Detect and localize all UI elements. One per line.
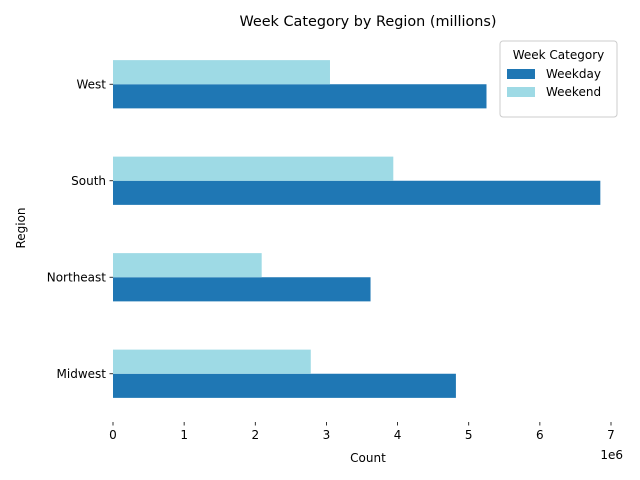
bar-weekend-south [113, 156, 394, 181]
legend-items: Weekday Weekend [507, 67, 601, 99]
x-axis-offset-label: 1e6 [600, 448, 623, 462]
legend-swatch-weekend [507, 87, 535, 97]
legend-title: Week Category [513, 48, 605, 62]
bar-weekend-midwest [113, 349, 311, 374]
y-tick-label-south: South [71, 174, 106, 188]
y-tick-label-west: West [76, 78, 106, 92]
y-tick-label-midwest: Midwest [57, 367, 107, 381]
x-tick-label-1: 1 [180, 428, 188, 442]
y-axis-label: Region [14, 207, 28, 248]
x-tick-label-2: 2 [251, 428, 259, 442]
x-tick-label-6: 6 [536, 428, 544, 442]
legend: Week Category Weekday Weekend [499, 40, 618, 118]
x-axis-ticks: 0 1 2 3 4 5 6 7 [109, 422, 615, 442]
bar-weekday-west [113, 84, 487, 109]
bar-weekday-south [113, 180, 601, 205]
legend-frame [499, 40, 618, 118]
bar-weekend-west [113, 60, 330, 85]
x-tick-label-5: 5 [465, 428, 473, 442]
bar-weekend-northeast [113, 253, 262, 278]
legend-swatch-weekday [507, 69, 535, 79]
bars-layer [113, 60, 601, 398]
legend-label-weekday: Weekday [546, 67, 601, 81]
y-tick-label-northeast: Northeast [47, 271, 107, 285]
y-axis-ticks: Midwest Northeast South West [47, 78, 113, 381]
chart-title: Week Category by Region (millions) [239, 14, 496, 30]
x-axis-label: Count [350, 451, 386, 465]
x-tick-label-7: 7 [607, 428, 615, 442]
bar-weekday-midwest [113, 373, 456, 398]
x-tick-label-3: 3 [323, 428, 331, 442]
bar-weekday-northeast [113, 277, 371, 302]
x-tick-label-4: 4 [394, 428, 402, 442]
x-tick-label-0: 0 [109, 428, 117, 442]
legend-label-weekend: Weekend [546, 85, 601, 99]
